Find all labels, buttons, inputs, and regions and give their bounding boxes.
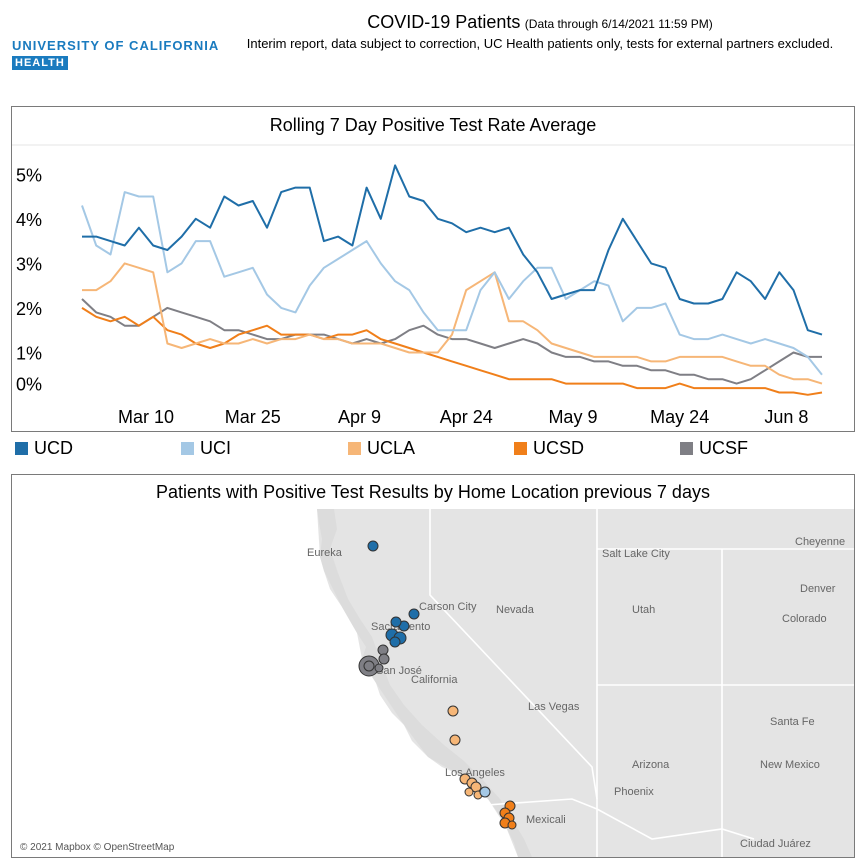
y-tick-label: 4% (16, 210, 42, 230)
label-denver: Denver (800, 583, 836, 595)
marker-ucd-tahoe[interactable] (408, 608, 420, 620)
x-tick-label: May 9 (548, 407, 597, 427)
legend-label-ucsd: UCSD (533, 438, 585, 458)
label-utah: Utah (632, 604, 655, 616)
legend-swatch-ucla (348, 442, 361, 455)
series-line-ucsf[interactable] (81, 298, 822, 385)
dashboard-header: COVID-19 Patients (Data through 6/14/202… (230, 12, 850, 52)
label-salt-lake-city: Salt Lake City (602, 548, 670, 560)
label-phoenix: Phoenix (614, 786, 654, 798)
label-eureka: Eureka (307, 547, 343, 559)
patient-markers (358, 540, 517, 830)
x-tick-label: Mar 10 (118, 407, 174, 427)
legend-item-uci[interactable]: UCI (181, 438, 231, 459)
series-line-ucd[interactable] (82, 164, 823, 336)
state-borders (429, 509, 854, 857)
marker-ucla-bakersfield[interactable] (449, 734, 461, 746)
chart-title: Rolling 7 Day Positive Test Rate Average (269, 115, 597, 135)
logo-top-text: UNIVERSITY OF CALIFORNIA (12, 38, 220, 53)
label-colorado: Colorado (782, 613, 827, 625)
label-cheyenne: Cheyenne (795, 536, 845, 548)
map-title: Patients with Positive Test Results by H… (156, 482, 710, 502)
x-tick-label: Apr 9 (338, 407, 381, 427)
page-subtitle: Interim report, data subject to correcti… (246, 36, 834, 51)
legend-swatch-uci (181, 442, 194, 455)
label-ciudad-juarez: Ciudad Juárez (740, 838, 811, 850)
y-tick-label: 3% (16, 254, 42, 274)
label-las-vegas: Las Vegas (528, 701, 580, 713)
x-tick-label: Mar 25 (225, 407, 281, 427)
az-mx-border (596, 808, 755, 840)
label-san-jose: San José (376, 665, 422, 677)
positive-rate-chart: 5% 4% 3% 2% 1% 0% Mar 10 Mar 25 Apr 9 Apr 24 May … (12, 144, 854, 427)
patient-location-map[interactable]: Eureka Carson City Sacramento San José C… (12, 509, 854, 857)
y-tick-label: 5% (16, 165, 42, 185)
marker-ucla-4[interactable] (464, 787, 474, 797)
legend-item-ucd[interactable]: UCD (15, 438, 73, 459)
logo-bottom-text: HEALTH (12, 56, 68, 70)
page-title: COVID-19 Patients (367, 12, 521, 32)
marker-ucd-2[interactable] (390, 616, 402, 628)
legend-item-ucsd[interactable]: UCSD (514, 438, 584, 459)
pacific-ocean (12, 509, 518, 857)
marker-ucsf-1[interactable] (377, 644, 389, 656)
marker-ucsd-5[interactable] (507, 820, 517, 830)
label-los-angeles: Los Angeles (445, 767, 505, 779)
series-line-ucla[interactable] (82, 262, 823, 385)
legend-label-ucd: UCD (34, 438, 73, 458)
label-santa-fe: Santa Fe (770, 716, 815, 728)
legend-item-ucla[interactable]: UCLA (348, 438, 415, 459)
legend-item-ucsf[interactable]: UCSF (680, 438, 748, 459)
legend-label-ucla: UCLA (367, 438, 416, 458)
legend-swatch-ucsd (514, 442, 527, 455)
y-tick-label: 2% (16, 299, 42, 319)
legend-swatch-ucsf (680, 442, 693, 455)
label-mexicali: Mexicali (526, 814, 566, 826)
marker-ucsf-center[interactable] (363, 660, 375, 672)
ca-mx-border (486, 798, 598, 810)
map-attribution: © 2021 Mapbox © OpenStreetMap (20, 842, 175, 853)
label-california: California (411, 674, 458, 686)
marker-ucd-5[interactable] (389, 636, 401, 648)
chart-legend: UCD UCI UCLA UCSD UCSF (15, 438, 855, 462)
series-line-uci[interactable] (81, 191, 823, 376)
marker-ucsf-3[interactable] (374, 663, 384, 673)
y-tick-label: 0% (16, 375, 42, 395)
marker-uci-1[interactable] (479, 786, 491, 798)
positive-rate-chart-panel: Rolling 7 Day Positive Test Rate Average… (11, 106, 855, 432)
legend-label-ucsf: UCSF (699, 438, 748, 458)
data-through-note: (Data through 6/14/2021 11:59 PM) (524, 17, 713, 31)
x-tick-label: Apr 24 (440, 407, 493, 427)
legend-label-uci: UCI (200, 438, 231, 458)
label-arizona: Arizona (632, 759, 670, 771)
map-labels: Eureka Carson City Sacramento San José C… (307, 536, 845, 850)
marker-ucd-north[interactable] (367, 540, 379, 552)
x-tick-label: May 24 (650, 407, 709, 427)
marker-ucsf-2[interactable] (378, 653, 390, 665)
marker-ucla-fresno[interactable] (447, 705, 459, 717)
ca-nv-border (429, 509, 598, 800)
label-new-mexico: New Mexico (760, 759, 820, 771)
x-tick-label: Jun 8 (764, 407, 808, 427)
uc-health-logo: UNIVERSITY OF CALIFORNIA HEALTH (12, 38, 219, 71)
label-nevada: Nevada (496, 604, 535, 616)
map-panel: Patients with Positive Test Results by H… (11, 474, 855, 858)
label-carson-city: Carson City (419, 601, 477, 613)
legend-swatch-ucd (15, 442, 28, 455)
y-tick-label: 1% (16, 343, 42, 363)
series-line-ucsd[interactable] (81, 307, 823, 396)
